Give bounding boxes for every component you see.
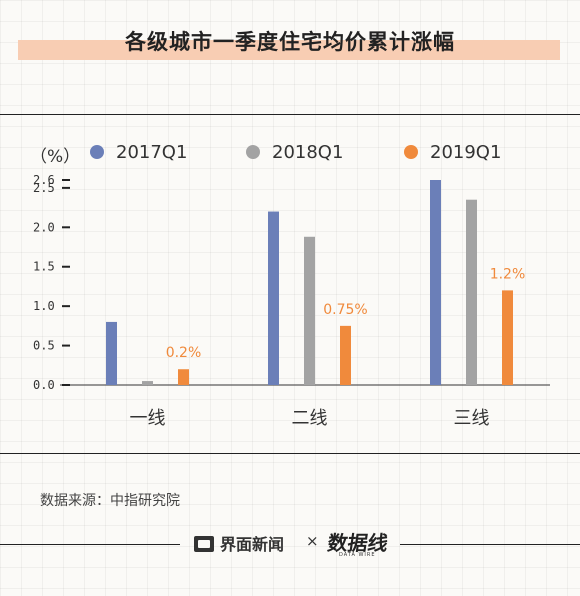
bar-2019q1-0	[178, 369, 189, 385]
legend-label-2017q1: 2017Q1	[116, 142, 188, 163]
partner-logo-sub: DATA WIRE	[339, 552, 376, 558]
divider-bottom	[0, 453, 580, 454]
data-label: 0.75%	[323, 302, 367, 318]
legend-label-2018q1: 2018Q1	[272, 142, 344, 163]
y-tick-label: 2.6	[33, 173, 55, 187]
legend-label-2019q1: 2019Q1	[430, 142, 502, 163]
footer-rule-left	[0, 544, 180, 545]
title-highlight-band	[18, 40, 560, 60]
bar-2018q1-2	[466, 199, 477, 385]
data-source: 数据来源：中指研究院	[40, 493, 180, 509]
legend-swatch-2018q1	[246, 145, 260, 159]
data-label: 1.2%	[490, 266, 526, 282]
bar-2018q1-0	[142, 381, 153, 385]
category-label: 三线	[454, 408, 490, 429]
chart-title: 各级城市一季度住宅均价累计涨幅	[125, 30, 455, 54]
brand-icon	[194, 536, 214, 552]
unit-label: （%）	[30, 147, 81, 167]
bar-2017q1-0	[106, 321, 117, 385]
brand-logo: 界面新闻	[194, 531, 285, 554]
legend-swatch-2017q1	[90, 145, 104, 159]
category-label: 一线	[130, 408, 166, 429]
y-tick-label: 0.5	[33, 339, 55, 353]
bar-2019q1-1	[340, 325, 351, 385]
brand-separator: ×	[306, 532, 319, 550]
bar-2019q1-2	[502, 290, 513, 385]
data-label: 0.2%	[166, 345, 202, 361]
footer-rule-right	[400, 544, 580, 545]
footer-brand: 界面新闻 × 数据线 DATA WIRE	[0, 527, 580, 558]
y-tick-label: 1.5	[33, 260, 55, 274]
legend-swatch-2019q1	[404, 145, 418, 159]
brand-name: 界面新闻	[220, 535, 285, 554]
y-tick-label: 1.0	[33, 299, 55, 313]
divider-top	[0, 114, 580, 115]
category-label: 二线	[292, 408, 328, 429]
bar-2018q1-1	[304, 236, 315, 385]
bar-2017q1-2	[430, 180, 441, 385]
bar-2017q1-1	[268, 211, 279, 385]
y-tick-label: 0.0	[33, 378, 55, 392]
y-tick-label: 2.0	[33, 220, 55, 234]
y-tick-label: 2.5	[33, 181, 55, 195]
